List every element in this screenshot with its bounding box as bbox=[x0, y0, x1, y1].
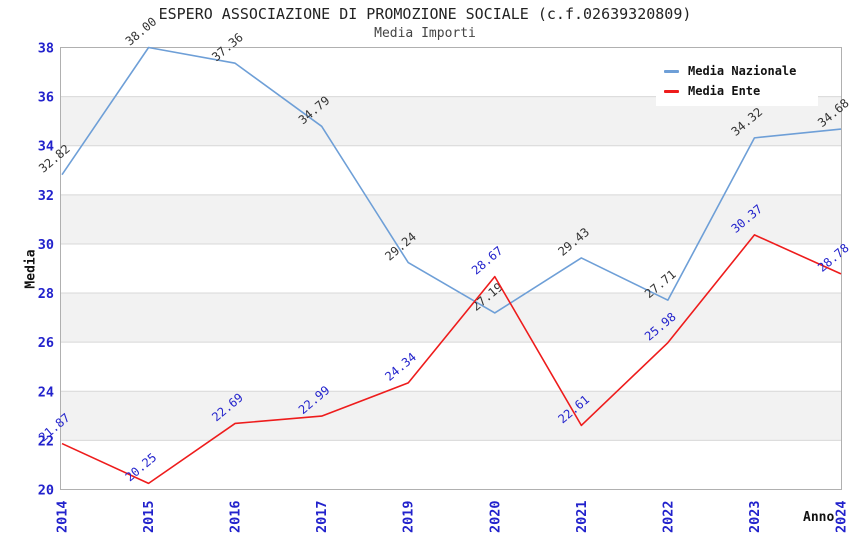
y-tick-label: 30 bbox=[38, 237, 54, 253]
y-tick-label: 20 bbox=[38, 483, 54, 499]
series-line-media-nazionale bbox=[61, 46, 842, 314]
plot-border bbox=[60, 47, 842, 490]
x-tick-label: 2020 bbox=[487, 500, 503, 533]
data-point-label: 24.34 bbox=[382, 350, 419, 384]
x-tick-label: 2015 bbox=[141, 500, 157, 533]
x-tick-label: 2021 bbox=[574, 500, 590, 533]
x-tick-label: 2022 bbox=[660, 500, 676, 533]
x-tick-label: 2023 bbox=[747, 500, 763, 533]
x-tick-label: 2014 bbox=[55, 500, 71, 533]
data-point-label: 28.67 bbox=[469, 244, 506, 278]
y-tick-label: 32 bbox=[38, 188, 54, 204]
plot-band bbox=[60, 96, 842, 146]
y-tick-label: 36 bbox=[38, 90, 54, 106]
y-tick-label: 22 bbox=[38, 433, 54, 449]
plot-band bbox=[60, 293, 842, 343]
x-tick-label: 2017 bbox=[314, 500, 330, 533]
y-tick-label: 28 bbox=[38, 286, 54, 302]
plot-band bbox=[60, 194, 842, 244]
plot-band bbox=[60, 391, 842, 441]
data-point-label: 38.00 bbox=[123, 14, 160, 48]
x-tick-label: 2016 bbox=[228, 500, 244, 533]
series-line-media-ente bbox=[61, 234, 842, 485]
y-tick-label: 38 bbox=[38, 41, 54, 57]
x-tick-label: 2024 bbox=[834, 500, 850, 533]
y-tick-label: 26 bbox=[38, 335, 54, 351]
y-tick-label: 24 bbox=[38, 384, 54, 400]
x-tick-label: 2019 bbox=[401, 500, 417, 533]
y-tick-label: 34 bbox=[38, 139, 54, 155]
